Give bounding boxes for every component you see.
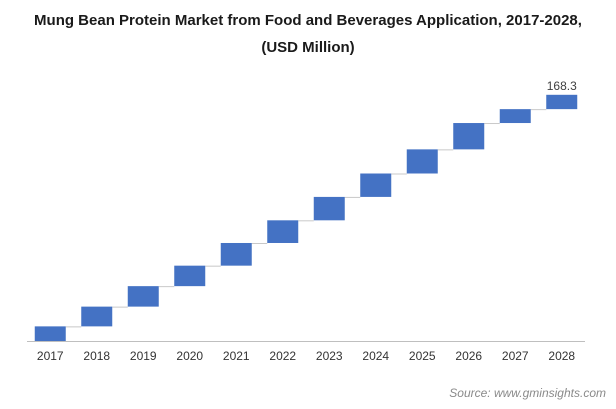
x-tick-label-2027: 2027 xyxy=(502,349,529,363)
source-note: Source: www.gminsights.com xyxy=(449,386,606,400)
chart-title-line-1: Mung Bean Protein Market from Food and B… xyxy=(34,12,582,29)
x-tick-label-2020: 2020 xyxy=(176,349,203,363)
x-tick-label-2025: 2025 xyxy=(409,349,436,363)
bar-2019 xyxy=(127,286,159,307)
x-axis-ticks: 2017 2018 2019 2020 2021 2022 2023 2024 2025 2026… xyxy=(37,349,576,363)
data-label-2028: 168.3 xyxy=(547,79,577,93)
bar-2027 xyxy=(499,109,531,124)
x-tick-label-2021: 2021 xyxy=(223,349,250,363)
bar-2017 xyxy=(34,326,66,341)
x-tick-label-2024: 2024 xyxy=(362,349,389,363)
bar-2028 xyxy=(546,94,578,110)
bar-2025 xyxy=(406,149,438,174)
x-tick-label-2026: 2026 xyxy=(455,349,482,363)
bar-2018 xyxy=(81,306,113,327)
bar-2023 xyxy=(313,196,345,221)
bar-2022 xyxy=(267,220,299,243)
bar-2026 xyxy=(453,123,485,150)
x-tick-label-2028: 2028 xyxy=(548,349,575,363)
x-tick-label-2022: 2022 xyxy=(269,349,296,363)
x-tick-label-2019: 2019 xyxy=(130,349,157,363)
connector-lines xyxy=(65,109,547,328)
chart-title: Mung Bean Protein Market from Food and B… xyxy=(0,7,616,61)
bar-2020 xyxy=(174,265,206,287)
bar-group xyxy=(34,94,578,341)
x-tick-label-2023: 2023 xyxy=(316,349,343,363)
data-labels: 168.3 xyxy=(547,79,577,93)
chart-title-line-2: (USD Million) xyxy=(261,39,355,56)
waterfall-chart: 2017 2018 2019 2020 2021 2022 2023 2024 2025 2026… xyxy=(27,79,585,363)
bar-2021 xyxy=(220,242,252,266)
x-tick-label-2017: 2017 xyxy=(37,349,64,363)
x-tick-label-2018: 2018 xyxy=(83,349,110,363)
bar-2024 xyxy=(360,173,392,197)
